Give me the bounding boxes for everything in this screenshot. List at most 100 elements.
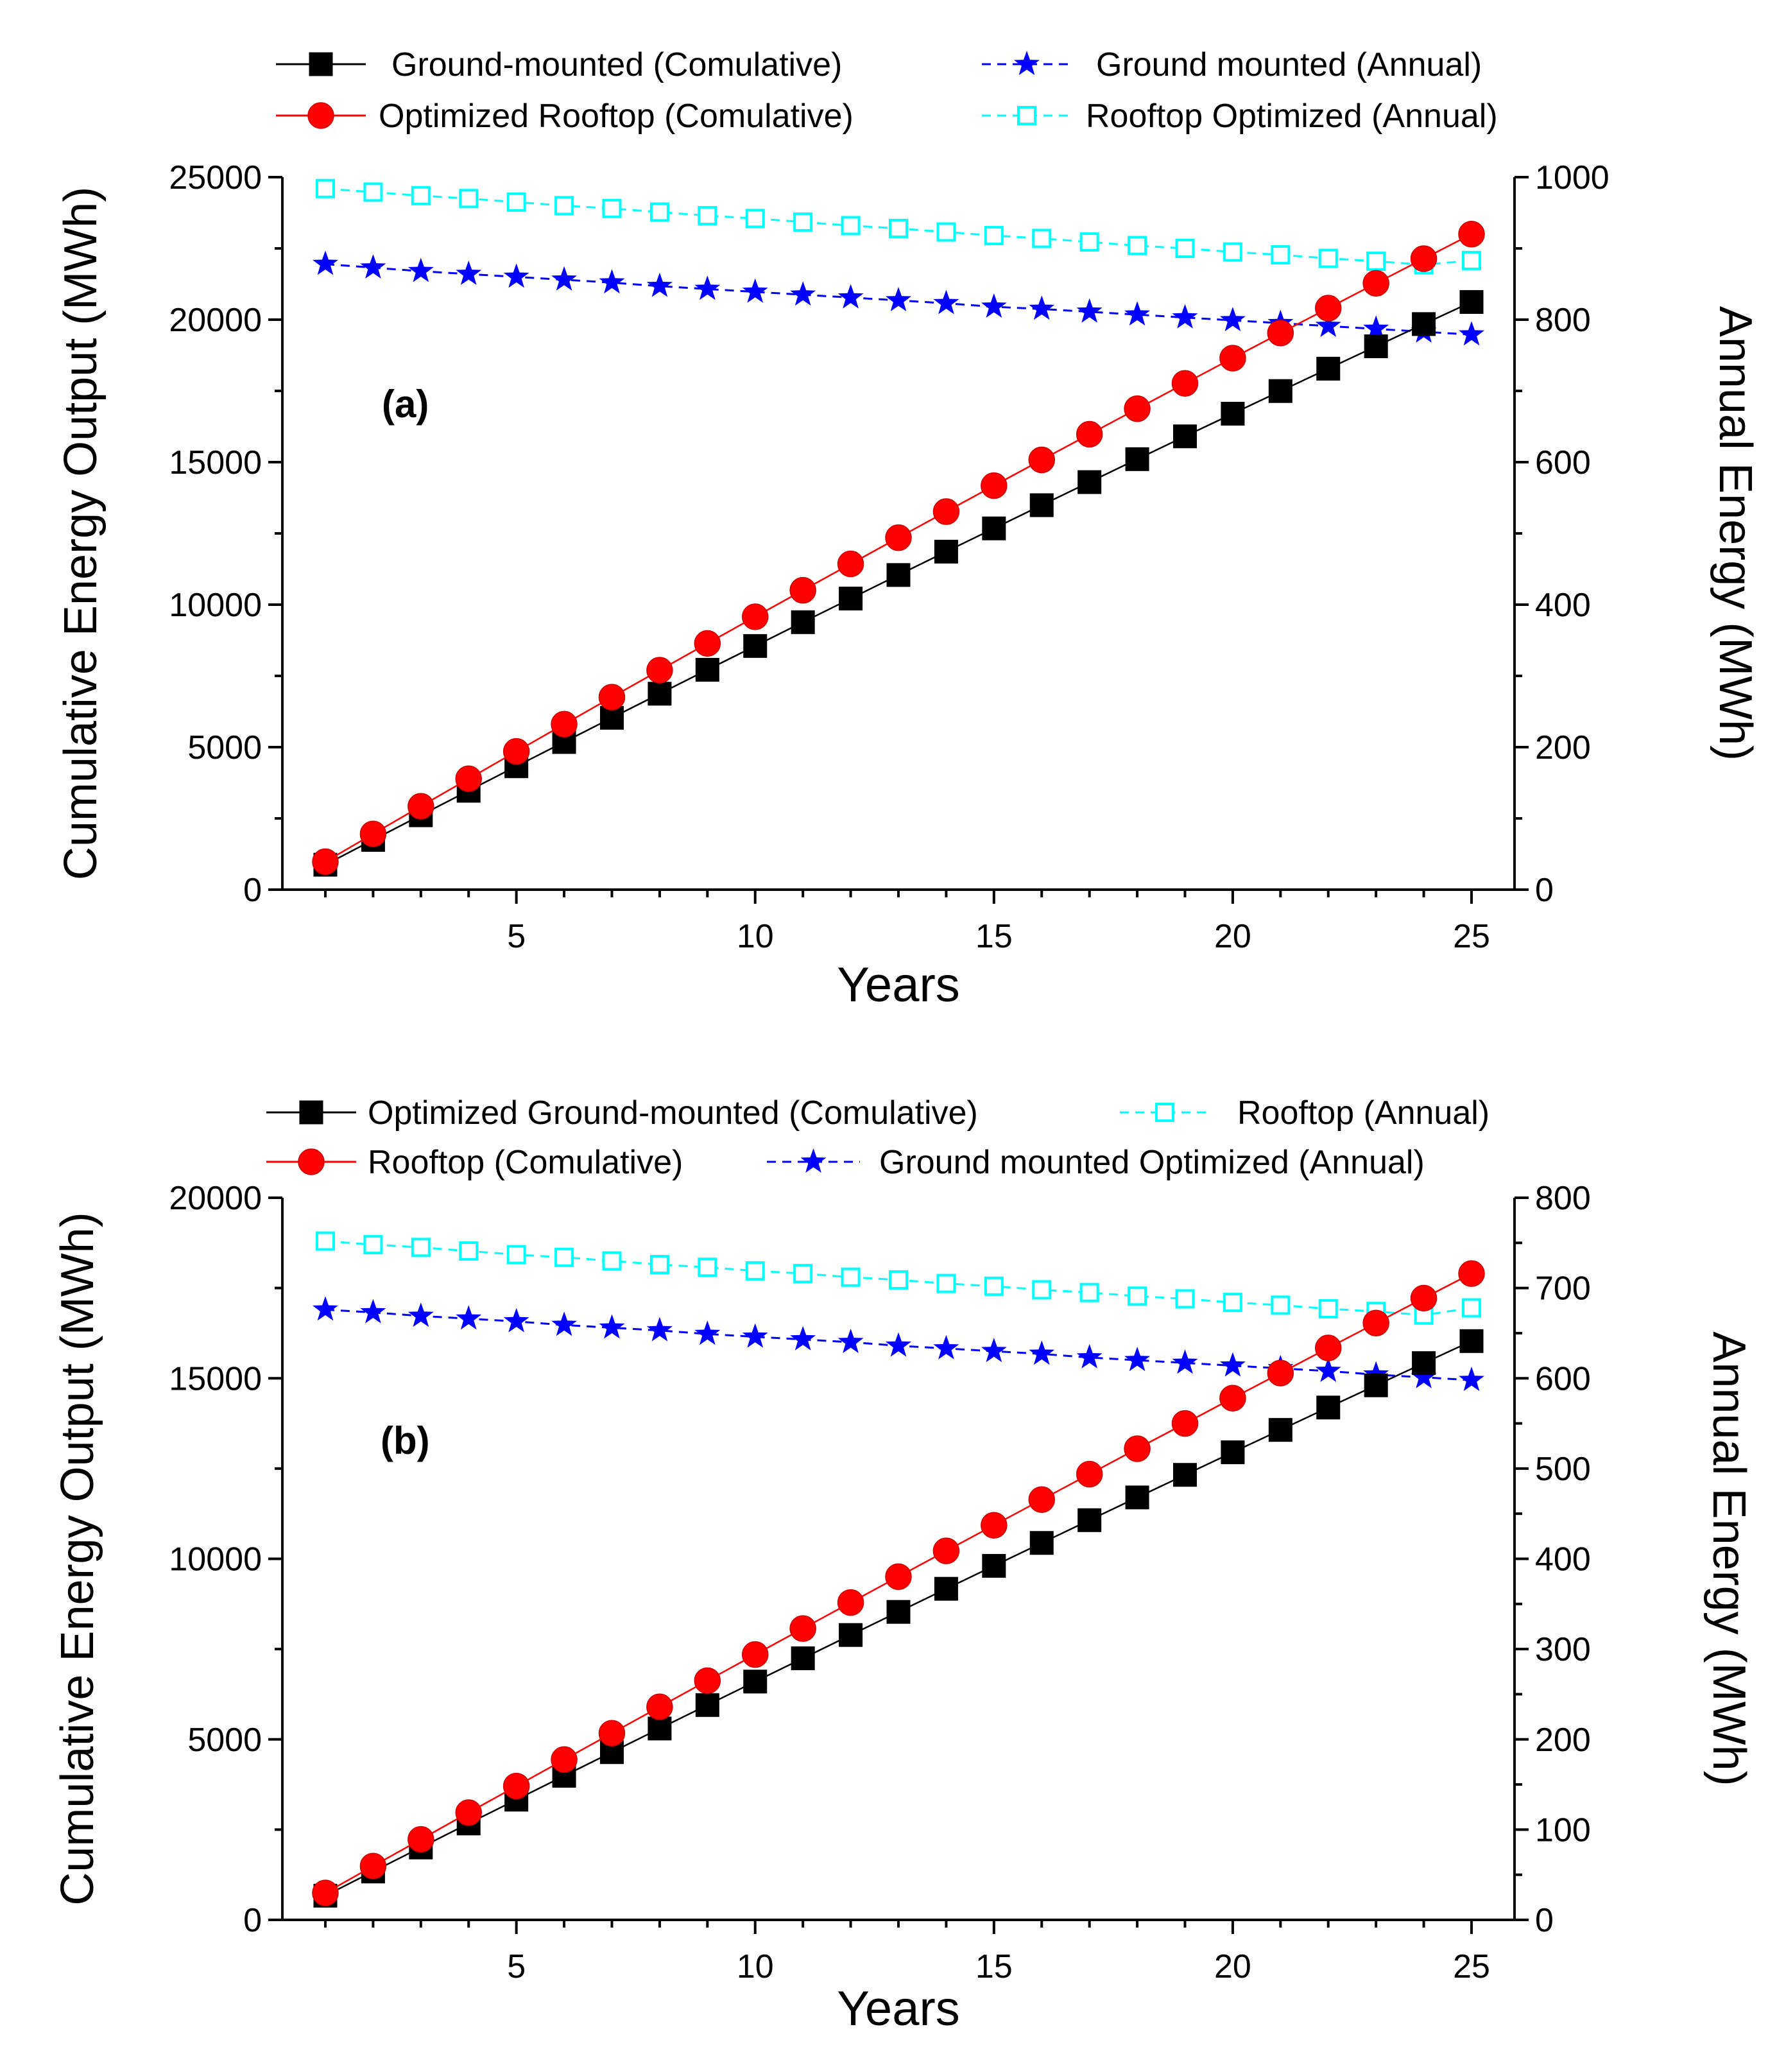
data-point — [1412, 312, 1436, 336]
data-point — [1316, 356, 1341, 381]
y-right-tick-label: 0 — [1535, 872, 1554, 909]
data-point — [1220, 307, 1246, 332]
legend-entry: Ground-mounted (Comulative) — [276, 46, 842, 83]
y-left-tick-label: 0 — [243, 872, 262, 909]
data-point — [981, 1512, 1008, 1539]
data-point — [648, 1716, 672, 1741]
data-point — [837, 284, 864, 309]
data-point — [889, 1270, 908, 1290]
legend-label: Ground-mounted (Comulative) — [391, 46, 842, 83]
data-point — [837, 1329, 864, 1353]
y-right-tick-label: 400 — [1535, 587, 1591, 624]
data-point — [1219, 345, 1246, 372]
data-point — [742, 278, 768, 303]
data-point — [1458, 1260, 1485, 1287]
data-point — [315, 1231, 335, 1251]
data-point — [646, 1317, 673, 1342]
data-point — [984, 226, 1004, 246]
data-point — [551, 711, 578, 738]
data-point — [551, 1746, 578, 1773]
data-point — [741, 1641, 769, 1668]
data-point — [1171, 1410, 1199, 1437]
data-point — [411, 186, 431, 205]
legend-entry: Rooftop Optimized (Annual) — [982, 98, 1498, 135]
legend-marker — [1014, 51, 1040, 75]
y-axis-right-title: Annual Energy (MWh) — [1703, 1331, 1755, 1786]
data-point — [1459, 321, 1484, 346]
legend-marker — [299, 1100, 323, 1125]
legend-marker — [307, 102, 334, 129]
data-point — [886, 563, 911, 587]
data-point — [695, 657, 719, 682]
legend-label: Ground mounted (Annual) — [1096, 46, 1482, 83]
x-tick-label: 25 — [1453, 918, 1490, 955]
chart-panel-2: 5 10 15 20 25 0 5000 10000 15000 20000 0 100 200 300 4… — [52, 1094, 1755, 2036]
data-point — [1268, 379, 1292, 403]
data-point — [459, 1241, 479, 1261]
x-tick-label: 10 — [737, 918, 774, 955]
data-point — [934, 539, 958, 564]
data-point — [1412, 1351, 1436, 1376]
data-point — [359, 1852, 387, 1879]
data-point — [741, 603, 769, 630]
data-point — [363, 1235, 383, 1255]
data-point — [1459, 1329, 1484, 1353]
data-point — [1271, 245, 1291, 264]
x-tick-label: 5 — [507, 1948, 526, 1985]
data-point — [411, 1238, 431, 1257]
y-left-tick-label: 0 — [243, 1902, 262, 1939]
data-point — [981, 293, 1007, 318]
x-tick-label: 25 — [1453, 1948, 1490, 1985]
data-point — [936, 222, 956, 242]
data-point — [694, 1320, 721, 1345]
data-point — [694, 1667, 721, 1695]
data-point — [1077, 1508, 1102, 1532]
data-point — [506, 1245, 526, 1265]
data-point — [1221, 1440, 1245, 1465]
data-point — [1124, 395, 1151, 422]
panel-label: (b) — [381, 1419, 430, 1462]
data-point — [841, 216, 861, 236]
y-right-tick-label: 200 — [1535, 729, 1591, 766]
data-point — [1076, 298, 1103, 323]
data-point — [1315, 1358, 1341, 1382]
data-point — [551, 1311, 577, 1336]
series-0 — [313, 1329, 1484, 1908]
data-point — [1462, 1298, 1482, 1318]
data-point — [698, 205, 717, 225]
data-point — [598, 1720, 626, 1747]
data-point — [455, 1799, 482, 1826]
data-point — [790, 1325, 816, 1351]
y-right-tick-label: 100 — [1535, 1811, 1591, 1849]
data-point — [1171, 370, 1199, 397]
data-point — [359, 820, 387, 847]
data-point — [1363, 315, 1389, 340]
data-point — [1315, 313, 1341, 337]
y-right-tick-label: 600 — [1535, 444, 1591, 481]
data-point — [1315, 295, 1342, 322]
data-point — [646, 1693, 673, 1720]
data-point — [1077, 470, 1102, 494]
data-point — [790, 281, 816, 306]
data-point — [1462, 250, 1482, 270]
legend-label: Optimized Rooftop (Comulative) — [379, 98, 854, 135]
data-point — [745, 209, 765, 229]
data-point — [1128, 236, 1147, 255]
legend-marker — [800, 1148, 827, 1173]
data-point — [363, 182, 383, 202]
y-left-tick-label: 10000 — [169, 1541, 262, 1578]
data-point — [1316, 1395, 1341, 1420]
data-point — [503, 1308, 529, 1333]
data-point — [1172, 304, 1198, 329]
data-point — [456, 261, 482, 285]
data-point — [456, 1305, 482, 1330]
x-tick-label: 20 — [1214, 918, 1251, 955]
data-point — [1079, 232, 1099, 252]
data-point — [791, 1646, 815, 1670]
x-tick-label: 15 — [975, 1948, 1013, 1985]
chart-panel-1: 5 10 15 20 25 0 5000 10000 15000 20000 25000 0 200 40… — [55, 46, 1761, 1012]
data-point — [1079, 1282, 1099, 1302]
data-point — [1363, 1361, 1389, 1386]
legend-entry: Rooftop (Annual) — [1120, 1094, 1489, 1132]
